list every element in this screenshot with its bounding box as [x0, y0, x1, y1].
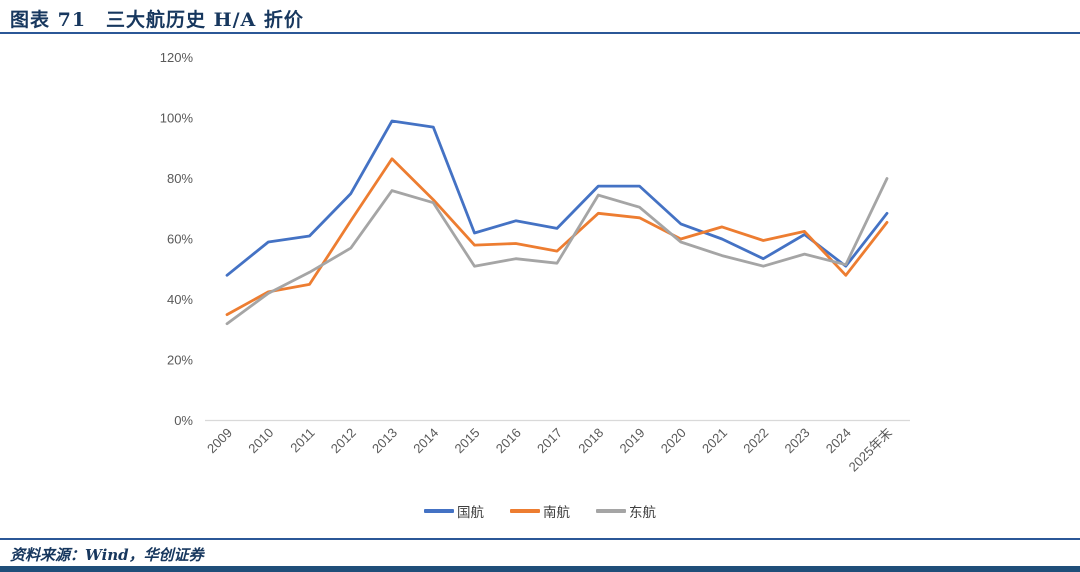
bottom-accent-bar: [0, 566, 1080, 572]
series-line-1: [225, 157, 889, 317]
legend-item-guohang: 国航: [424, 501, 484, 521]
x-axis-label: 2013: [369, 425, 400, 456]
y-axis-label: 60%: [167, 232, 193, 247]
legend-label-donghang: 东航: [629, 505, 656, 520]
x-axis-label: 2012: [328, 425, 359, 456]
x-axis-label: 2010: [245, 425, 276, 456]
x-axis-label: 2022: [740, 425, 771, 456]
x-axis-label: 2014: [410, 425, 441, 456]
legend-item-nanhang: 南航: [510, 501, 570, 521]
series-line-0: [225, 119, 889, 277]
legend-swatch-donghang: [596, 509, 626, 513]
x-axis-label: 2018: [575, 425, 606, 456]
figure-title: 图表 71 三大航历史 H/A 折价: [10, 9, 304, 31]
x-axis-label: 2020: [658, 425, 689, 456]
y-axis-label: 120%: [160, 50, 194, 65]
x-axis-label: 2019: [617, 425, 648, 456]
legend-swatch-guohang: [424, 509, 454, 513]
x-axis-label: 2016: [493, 425, 524, 456]
y-axis-label: 0%: [174, 413, 193, 428]
series-line-2: [225, 177, 889, 326]
line-chart: 0% 20% 40% 60% 80% 100% 120% 2009 2010 2011 2012 20…: [160, 50, 910, 474]
y-axis-label: 80%: [167, 171, 193, 186]
x-axis-label: 2025年末: [846, 425, 895, 474]
x-axis-label: 2024: [823, 425, 854, 456]
x-axis-label: 2011: [287, 425, 317, 455]
y-axis-label: 40%: [167, 292, 193, 307]
y-axis-label: 20%: [167, 353, 193, 368]
x-axis-label: 2015: [452, 425, 483, 456]
x-axis-label: 2023: [782, 425, 813, 456]
legend-label-nanhang: 南航: [543, 505, 570, 520]
y-axis-label: 100%: [160, 111, 194, 126]
x-axis-label: 2021: [699, 425, 730, 456]
chart-legend: 国航 南航 东航: [0, 501, 1080, 521]
legend-label-guohang: 国航: [457, 505, 484, 520]
x-axis-label: 2017: [534, 425, 565, 456]
x-axis-label: 2009: [204, 425, 235, 456]
legend-swatch-nanhang: [510, 509, 540, 513]
legend-item-donghang: 东航: [596, 501, 656, 521]
footer-divider: [0, 538, 1080, 540]
source-note: 资料来源：Wind，华创证券: [10, 546, 204, 564]
title-divider: [0, 32, 1080, 34]
